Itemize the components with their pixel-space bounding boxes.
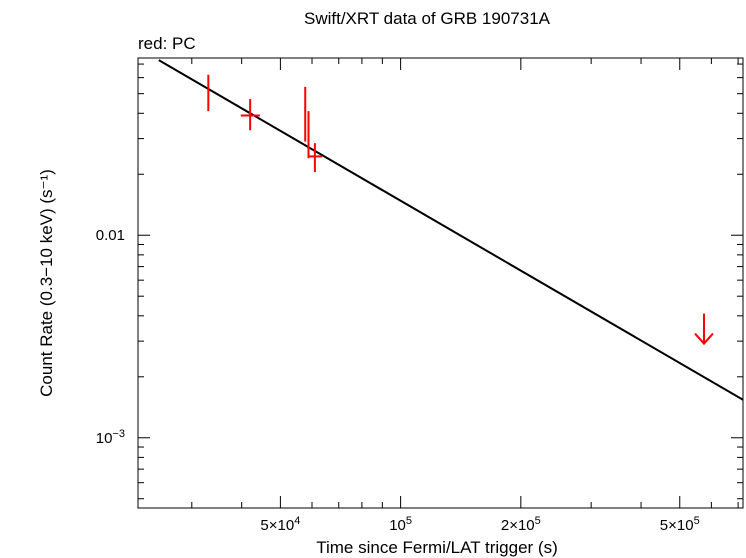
upper-limit-head xyxy=(694,332,714,346)
chart-subtitle: red: PC xyxy=(138,34,196,53)
plot-area: 5×104 105 2×105 5×105 0.01 10−3 xyxy=(96,57,744,534)
x-tick-label: 105 xyxy=(389,515,412,534)
x-tick-label: 2×105 xyxy=(501,515,541,534)
data-point xyxy=(308,143,323,173)
x-tick-label: 5×104 xyxy=(260,515,300,534)
data-point xyxy=(240,99,260,131)
x-tick-label: 5×105 xyxy=(660,515,700,534)
model-fit-line xyxy=(158,59,743,401)
y-tick-label: 0.01 xyxy=(96,227,125,244)
plot-frame xyxy=(137,57,744,509)
x-axis-label: Time since Fermi/LAT trigger (s) xyxy=(316,538,558,557)
upper-limit-arrow xyxy=(694,313,714,346)
y-tick-label: 10−3 xyxy=(96,428,125,447)
y-axis-label: Count Rate (0.3−10 keV) (s⁻¹) xyxy=(37,169,56,397)
chart-title: Swift/XRT data of GRB 190731A xyxy=(304,9,551,28)
